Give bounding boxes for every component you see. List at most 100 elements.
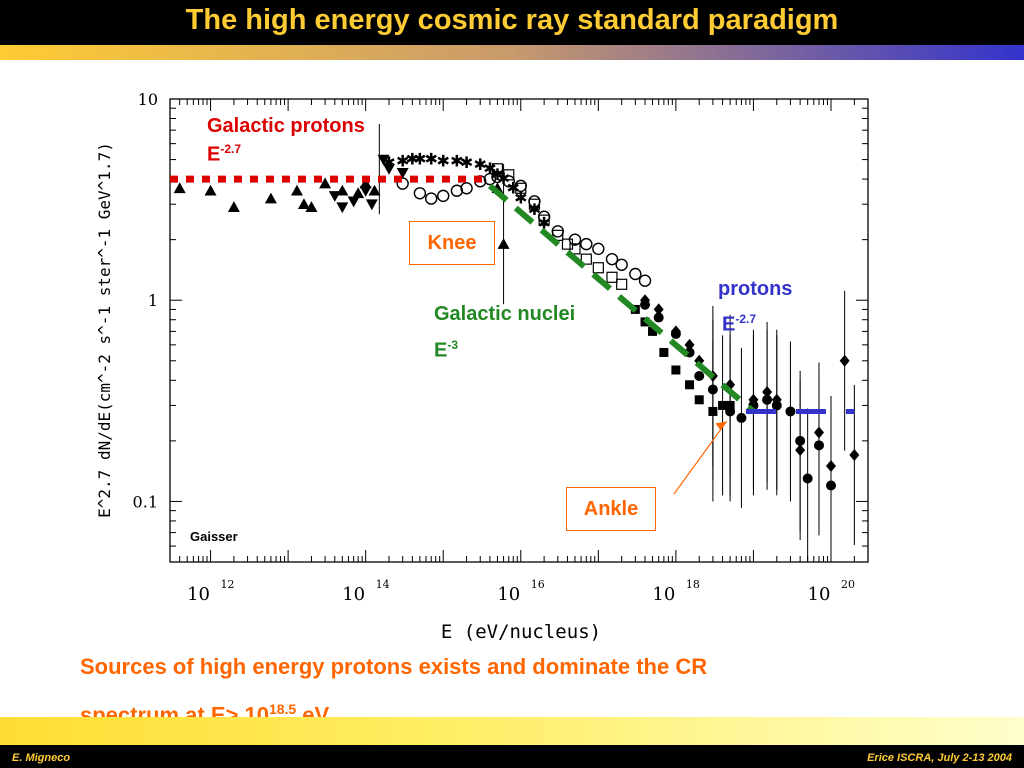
- data-point-square-open: [580, 253, 592, 265]
- data-point-triangle-down: [365, 199, 378, 211]
- data-point-triangle-up: [290, 184, 303, 196]
- x-axis-label: E (eV/nucleus): [441, 621, 601, 643]
- x-tick-label: 10: [497, 584, 520, 605]
- data-point-triangle-up: [497, 238, 510, 249]
- x-tick-exponent: 12: [221, 578, 235, 591]
- data-point-circle-filled: [785, 406, 796, 417]
- data-point-circle-filled: [736, 412, 747, 423]
- data-point-square-open: [538, 214, 550, 226]
- data-point-triangle-down: [377, 154, 390, 166]
- data-point-square-filled: [648, 326, 658, 336]
- data-point-circle-open: [413, 187, 427, 200]
- data-point-star: ✱: [537, 214, 550, 233]
- data-point-square-open: [491, 163, 504, 175]
- plot-frame: [169, 98, 869, 563]
- ankle-arrow: [673, 421, 728, 495]
- data-point-square-filled: [685, 380, 695, 390]
- knee-label: Knee: [409, 221, 495, 265]
- data-point-star: ✱: [437, 151, 450, 170]
- data-point-circle-filled: [771, 400, 782, 411]
- data-point-square-open: [592, 262, 604, 274]
- galactic-nuclei-slope: E-3: [434, 338, 459, 362]
- data-point-triangle-down: [336, 202, 349, 214]
- data-point-diamond-filled: [795, 444, 806, 457]
- data-point-triangle-down: [359, 185, 372, 197]
- y-tick-label: 1: [148, 291, 158, 310]
- data-point-star: ✱: [382, 153, 395, 172]
- data-point-square-open: [503, 169, 515, 181]
- x-tick-exponent: 18: [686, 578, 700, 591]
- galactic-protons-slope: E-2.7: [207, 142, 242, 166]
- data-point-circle-filled: [670, 328, 681, 339]
- data-point-diamond-filled: [762, 385, 773, 398]
- protons-label: protons: [718, 278, 793, 300]
- data-point-diamond-filled: [653, 303, 664, 316]
- data-point-circle-filled: [653, 312, 664, 323]
- x-tick-label: 10: [187, 584, 210, 605]
- data-point-diamond-filled: [684, 338, 695, 351]
- data-point-square-filled: [659, 347, 669, 357]
- data-point-triangle-up: [319, 177, 332, 189]
- data-point-star: ✱: [474, 155, 487, 174]
- data-point-circle-open: [629, 267, 642, 281]
- data-point-circle-open: [460, 182, 473, 195]
- data-point-circle-filled: [825, 480, 836, 491]
- x-tick-label: 10: [652, 584, 675, 605]
- data-point-circle-filled: [802, 473, 813, 484]
- footer-event: Erice ISCRA, July 2-13 2004: [867, 752, 1012, 764]
- data-point-star: ✱: [450, 151, 463, 170]
- data-point-star: ✱: [406, 150, 419, 169]
- title-bar: [0, 0, 1024, 45]
- data-point-square-filled: [718, 400, 728, 410]
- x-tick-exponent: 14: [376, 578, 390, 591]
- data-point-triangle-up: [204, 184, 217, 196]
- data-point-diamond-filled: [839, 354, 850, 367]
- galactic-protons-label: Galactic protons: [207, 115, 365, 137]
- footer-bar: [0, 745, 1024, 768]
- galactic-nuclei-label: Galactic nuclei: [434, 303, 576, 325]
- caption-line-1: Sources of high energy protons exists an…: [80, 654, 708, 679]
- spectrum-chart: 10 12 10 14 10 16 10 18 10 20 10 1 0.1 E (eV/nucleus)…: [95, 90, 869, 643]
- data-point-triangle-up: [352, 187, 365, 199]
- data-point-circle-open: [425, 192, 438, 205]
- data-point-square-open: [616, 278, 628, 290]
- data-point-diamond-filled: [813, 426, 824, 439]
- data-point-triangle-down: [328, 191, 341, 202]
- data-point-star: ✱: [460, 153, 473, 172]
- data-point-square-open: [515, 182, 527, 194]
- data-point-circle-filled: [762, 394, 773, 405]
- data-point-circle-open: [605, 252, 619, 266]
- x-tick-exponent: 20: [841, 578, 855, 591]
- data-point-circle-filled: [795, 435, 806, 446]
- footer-gradient-band: [0, 717, 1024, 745]
- data-point-star: ✱: [413, 150, 426, 169]
- data-point-triangle-up: [297, 198, 310, 210]
- data-point-square-filled: [708, 406, 718, 416]
- data-point-circle-filled: [725, 406, 736, 417]
- x-tick-label: 10: [808, 584, 831, 605]
- data-point-square-filled: [694, 395, 704, 405]
- slide-title: The high energy cosmic ray standard para…: [185, 4, 839, 36]
- fit-line-galactic-nuclei: [487, 183, 756, 414]
- data-point-triangle-up: [305, 201, 318, 212]
- data-point-square-open: [606, 271, 618, 283]
- data-point-circle-filled: [707, 384, 718, 395]
- data-point-circle-filled: [694, 371, 705, 382]
- data-point-circle-filled: [640, 299, 651, 310]
- y-tick-label: 0.1: [133, 492, 158, 511]
- data-point-star: ✱: [396, 151, 409, 170]
- data-point-circle-open: [483, 172, 497, 186]
- data-point-star: ✱: [425, 150, 438, 169]
- title-gradient-band: [0, 45, 1024, 60]
- data-point-square-open: [528, 198, 541, 210]
- gaisser-credit: Gaisser: [190, 529, 238, 544]
- y-axis-label: E^2.7 dN/dE(cm^-2 s^-1 ster^-1 GeV^1.7): [95, 142, 114, 518]
- data-point-circle-open: [615, 258, 628, 271]
- data-point-circle-open: [638, 274, 652, 287]
- data-point-diamond-filled: [825, 459, 836, 472]
- data-point-circle-open: [580, 237, 593, 251]
- data-point-square-open: [569, 243, 581, 255]
- data-point-circle-open: [396, 177, 409, 190]
- data-point-circle-open: [592, 242, 605, 256]
- data-point-square-filled: [725, 400, 735, 410]
